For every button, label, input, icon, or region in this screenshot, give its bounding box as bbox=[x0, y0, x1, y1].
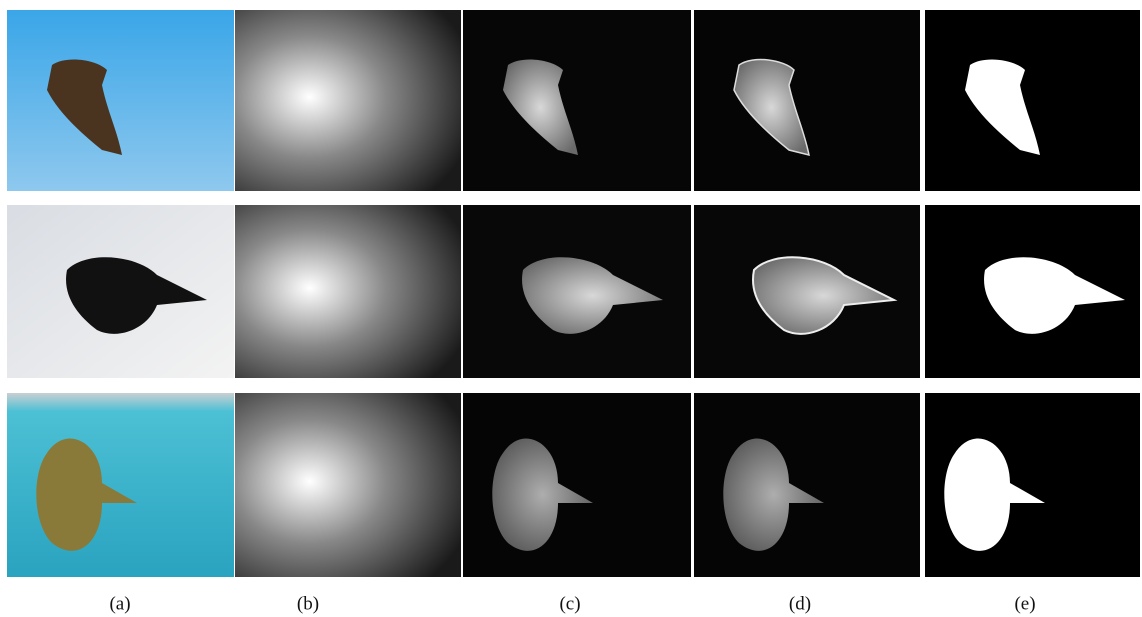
center-prior bbox=[235, 10, 461, 191]
row-3 bbox=[7, 393, 1140, 577]
figure: (a) (b) (c) (d) (e) bbox=[0, 0, 1142, 617]
center-prior bbox=[235, 393, 461, 577]
center-prior bbox=[235, 205, 461, 378]
saliency-map bbox=[694, 10, 920, 191]
caption: (d) bbox=[789, 593, 811, 614]
ground-truth bbox=[925, 10, 1140, 191]
saliency-map bbox=[463, 10, 691, 191]
caption: (c) bbox=[559, 593, 580, 614]
caption: (e) bbox=[1014, 593, 1035, 614]
row-2 bbox=[7, 205, 1140, 378]
caption: (b) bbox=[297, 593, 319, 614]
caption: (a) bbox=[109, 593, 130, 614]
page: (a) (b) (c) (d) (e) (() => { const data … bbox=[0, 0, 1142, 617]
photo bbox=[7, 10, 234, 191]
row-1 bbox=[7, 10, 1140, 191]
